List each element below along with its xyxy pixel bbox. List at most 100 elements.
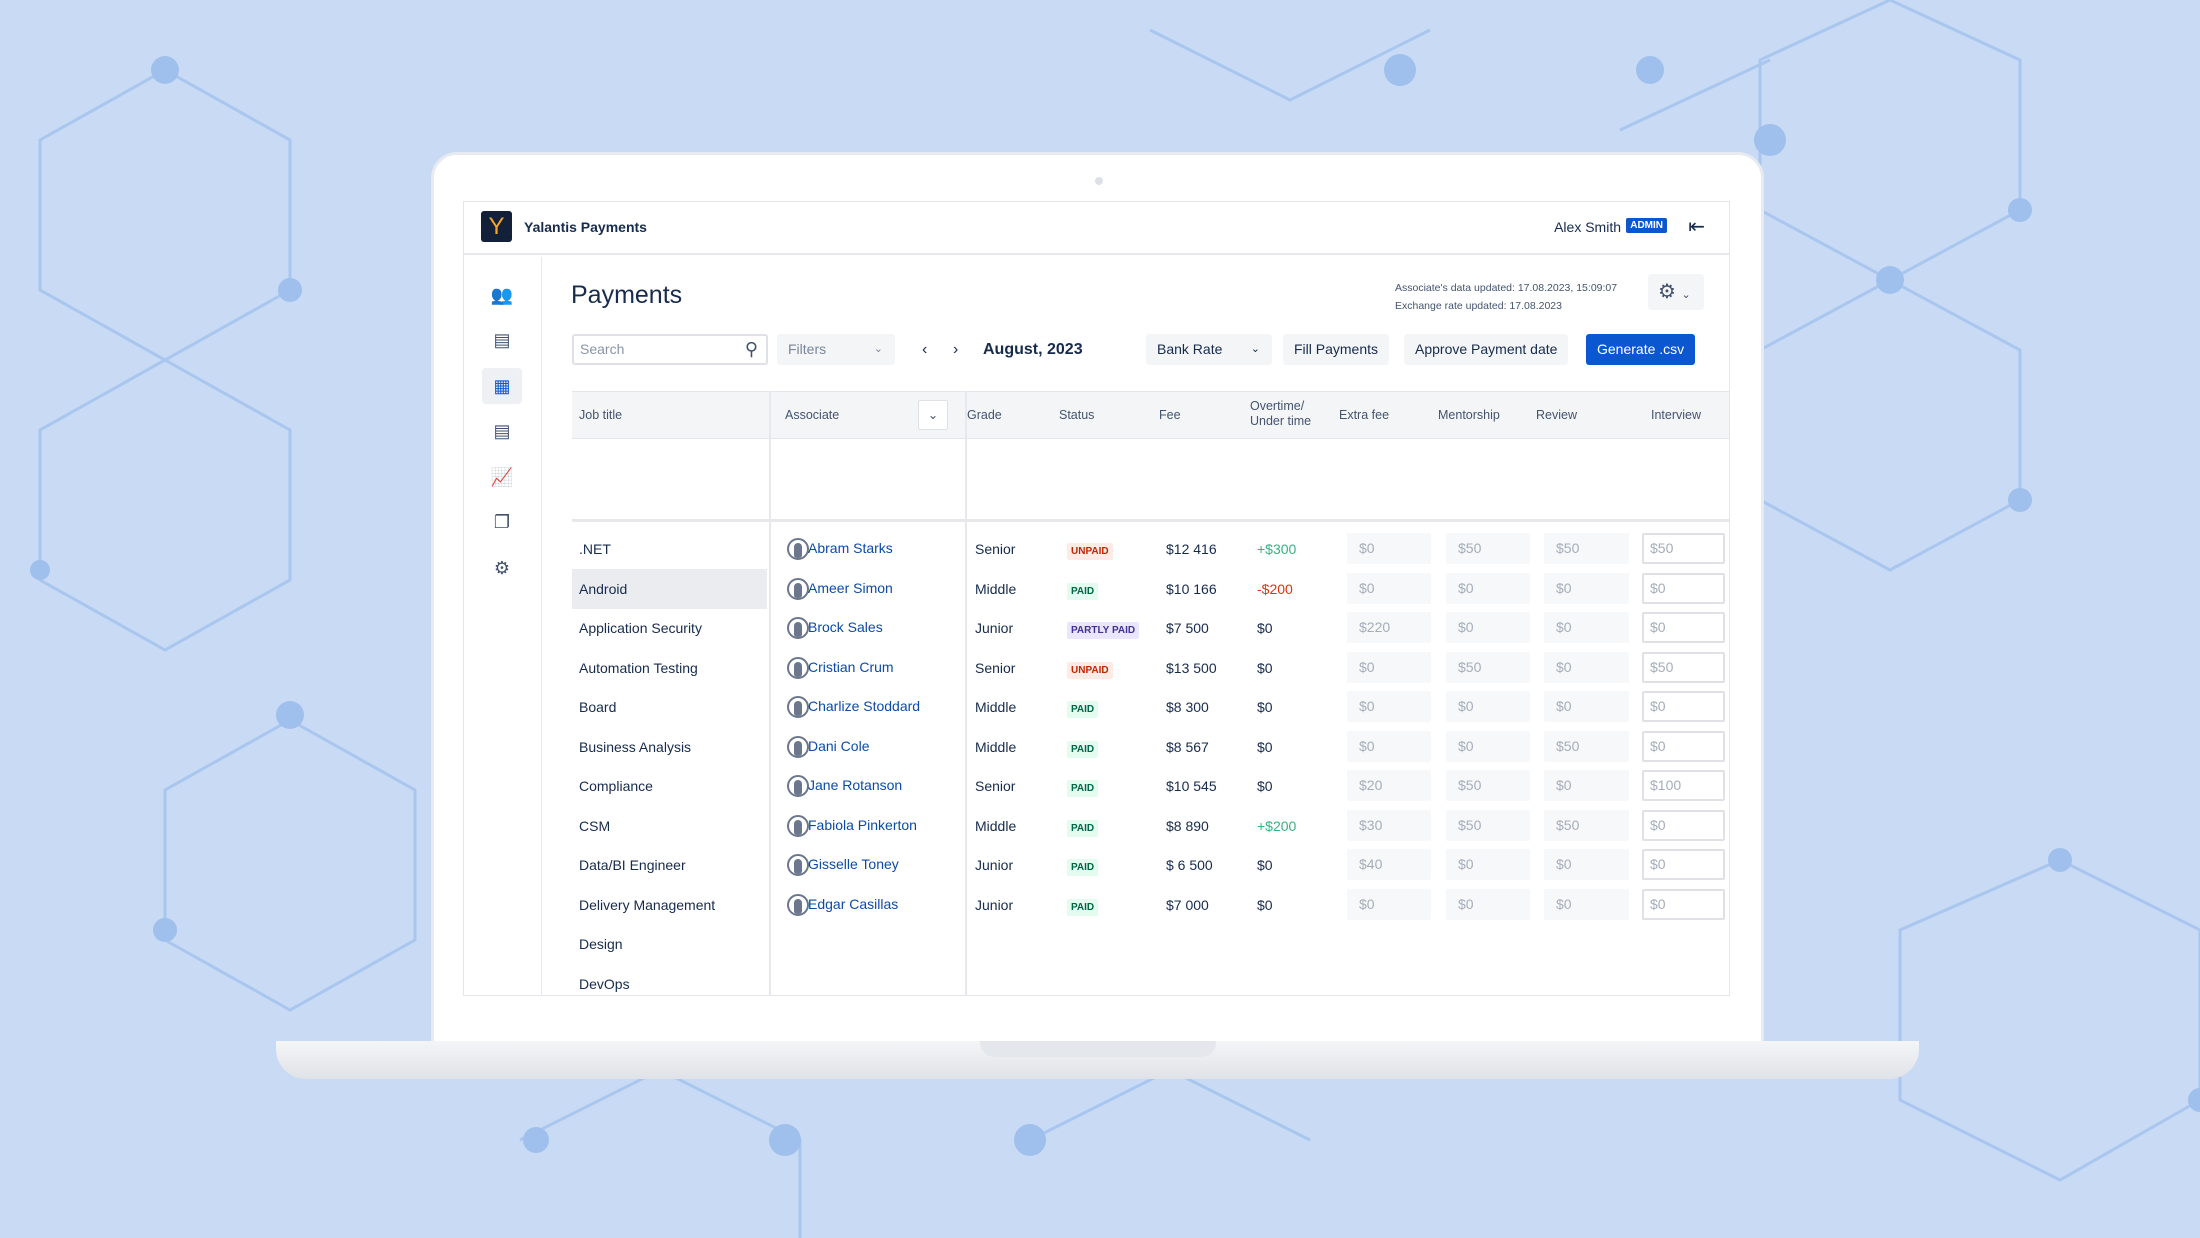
fill-payments-button[interactable]: Fill Payments: [1283, 334, 1390, 365]
job-title-item[interactable]: Data/BI Engineer: [579, 857, 686, 873]
associate-sort-toggle[interactable]: ⌄: [918, 400, 948, 430]
associate-link[interactable]: Abram Starks: [808, 540, 893, 556]
associate-link[interactable]: Gisselle Toney: [808, 856, 899, 872]
divider: [572, 519, 1729, 522]
extra-fee-field[interactable]: $0: [1347, 888, 1431, 920]
interview-input[interactable]: $0: [1642, 691, 1725, 722]
col-status[interactable]: Status: [1059, 408, 1095, 422]
review-field[interactable]: $0: [1544, 691, 1629, 722]
interview-input[interactable]: $100: [1642, 770, 1725, 801]
sidebar-item-payments[interactable]: ▦: [482, 368, 522, 404]
job-title-item[interactable]: Compliance: [579, 778, 653, 794]
mentorship-field[interactable]: $0: [1446, 572, 1530, 604]
extra-fee-field[interactable]: $30: [1347, 809, 1431, 841]
mentorship-field[interactable]: $0: [1446, 888, 1530, 920]
sidebar-item-settings[interactable]: ⚙: [482, 550, 522, 586]
job-title-item[interactable]: Automation Testing: [579, 659, 698, 676]
extra-fee-field[interactable]: $0: [1347, 572, 1431, 604]
approve-payment-date-button[interactable]: Approve Payment date: [1404, 334, 1569, 365]
interview-input[interactable]: $0: [1642, 849, 1725, 880]
mentorship-field[interactable]: $50: [1446, 533, 1530, 564]
extra-fee-field[interactable]: $0: [1347, 691, 1431, 722]
mentorship-field[interactable]: $50: [1446, 809, 1530, 841]
fee: $ 6 500: [1166, 857, 1213, 873]
prev-month-button[interactable]: ‹: [922, 341, 928, 358]
review-field[interactable]: $0: [1544, 612, 1629, 643]
sidebar-item-documents[interactable]: ▤: [482, 322, 522, 358]
job-title-item[interactable]: Design: [579, 936, 623, 952]
generate-csv-button[interactable]: Generate .csv: [1586, 334, 1696, 365]
mentorship-field[interactable]: $0: [1446, 849, 1530, 880]
col-overtime[interactable]: Overtime/ Under time: [1250, 399, 1312, 428]
associate-link[interactable]: Brock Sales: [808, 619, 883, 635]
interview-input[interactable]: $0: [1642, 730, 1725, 762]
role-badge: ADMIN: [1626, 218, 1667, 233]
payments-icon: ▦: [493, 376, 511, 396]
review-field[interactable]: $50: [1544, 533, 1629, 564]
col-grade[interactable]: Grade: [967, 408, 1002, 422]
laptop-notch: [980, 1041, 1216, 1057]
next-month-button[interactable]: ›: [953, 341, 959, 358]
job-title-item[interactable]: Delivery Management: [579, 896, 716, 913]
job-title-item[interactable]: Business Analysis: [579, 738, 692, 755]
interview-input[interactable]: $0: [1642, 809, 1725, 841]
review-field[interactable]: $50: [1544, 809, 1629, 841]
associate-link[interactable]: Charlize Stoddard: [808, 698, 921, 714]
extra-fee-field[interactable]: $0: [1347, 730, 1431, 762]
logout-icon[interactable]: ⇤: [1688, 216, 1705, 238]
col-interview[interactable]: Interview: [1651, 408, 1702, 422]
job-title-item[interactable]: Application Security: [579, 620, 702, 636]
table-header: Job title Associate ⌄ Grade Status Fee O…: [572, 391, 1729, 439]
mentorship-field[interactable]: $0: [1446, 612, 1530, 643]
extra-fee-field[interactable]: $40: [1347, 849, 1431, 880]
associate-link[interactable]: Fabiola Pinkerton: [808, 816, 917, 833]
mentorship-field[interactable]: $0: [1446, 730, 1530, 762]
interview-input[interactable]: $50: [1642, 533, 1725, 564]
settings-dropdown[interactable]: ⚙ ⌄: [1648, 274, 1704, 310]
job-title-item[interactable]: CSM: [579, 817, 611, 834]
col-job-title[interactable]: Job title: [579, 408, 623, 422]
extra-fee-field[interactable]: $0: [1347, 533, 1431, 564]
associate-link[interactable]: Ameer Simon: [808, 579, 893, 596]
overtime: $0: [1257, 778, 1273, 794]
extra-fee-field[interactable]: $220: [1347, 612, 1431, 643]
job-title-item[interactable]: Board: [579, 699, 617, 715]
review-field[interactable]: $0: [1544, 651, 1629, 683]
associate-link[interactable]: Jane Rotanson: [808, 777, 903, 793]
grade: Middle: [975, 699, 1017, 715]
interview-input[interactable]: $0: [1642, 612, 1725, 643]
job-title-item[interactable]: Android: [579, 580, 628, 597]
review-field[interactable]: $0: [1544, 849, 1629, 880]
logo[interactable]: Y: [481, 211, 512, 242]
job-title-item[interactable]: .NET: [579, 541, 611, 557]
search-input[interactable]: Search ⚲: [572, 334, 768, 365]
associate-link[interactable]: Edgar Casillas: [808, 895, 899, 912]
sidebar-item-analytics[interactable]: 📈: [482, 459, 522, 495]
mentorship-field[interactable]: $0: [1446, 691, 1530, 722]
interview-input[interactable]: $0: [1642, 572, 1725, 604]
col-fee[interactable]: Fee: [1159, 408, 1181, 422]
sidebar-item-team[interactable]: 👥: [482, 277, 522, 313]
mentorship-field[interactable]: $50: [1446, 770, 1530, 801]
review-field[interactable]: $0: [1544, 572, 1629, 604]
extra-fee-field[interactable]: $20: [1347, 770, 1431, 801]
col-extra-fee[interactable]: Extra fee: [1339, 408, 1390, 422]
col-review[interactable]: Review: [1536, 408, 1577, 422]
review-field[interactable]: $0: [1544, 888, 1629, 920]
sidebar-item-reports[interactable]: ▤: [482, 413, 522, 449]
bank-rate-dropdown[interactable]: Bank Rate ⌄: [1146, 334, 1272, 365]
mentorship-field[interactable]: $50: [1446, 651, 1530, 683]
interview-input[interactable]: $0: [1642, 888, 1725, 920]
sidebar-item-copy[interactable]: ❐: [482, 504, 522, 540]
review-field[interactable]: $50: [1544, 730, 1629, 762]
associate-link[interactable]: Cristian Crum: [808, 658, 894, 675]
job-title-item[interactable]: DevOps: [579, 975, 630, 992]
filters-dropdown[interactable]: Filters ⌄: [777, 334, 895, 365]
associate-link[interactable]: Dani Cole: [808, 737, 870, 754]
col-mentorship[interactable]: Mentorship: [1438, 408, 1500, 422]
interview-input[interactable]: $50: [1642, 651, 1725, 683]
col-associate[interactable]: Associate: [785, 408, 840, 422]
user-name[interactable]: Alex Smith: [1554, 219, 1621, 235]
extra-fee-field[interactable]: $0: [1347, 651, 1431, 683]
review-field[interactable]: $0: [1544, 770, 1629, 801]
